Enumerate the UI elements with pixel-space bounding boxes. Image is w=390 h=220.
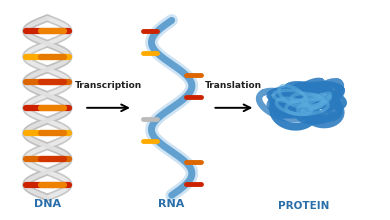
Text: RNA: RNA [158, 199, 185, 209]
Text: Translation: Translation [205, 81, 262, 90]
Text: DNA: DNA [34, 199, 61, 209]
Text: Transcription: Transcription [75, 81, 142, 90]
Text: PROTEIN: PROTEIN [278, 201, 330, 211]
